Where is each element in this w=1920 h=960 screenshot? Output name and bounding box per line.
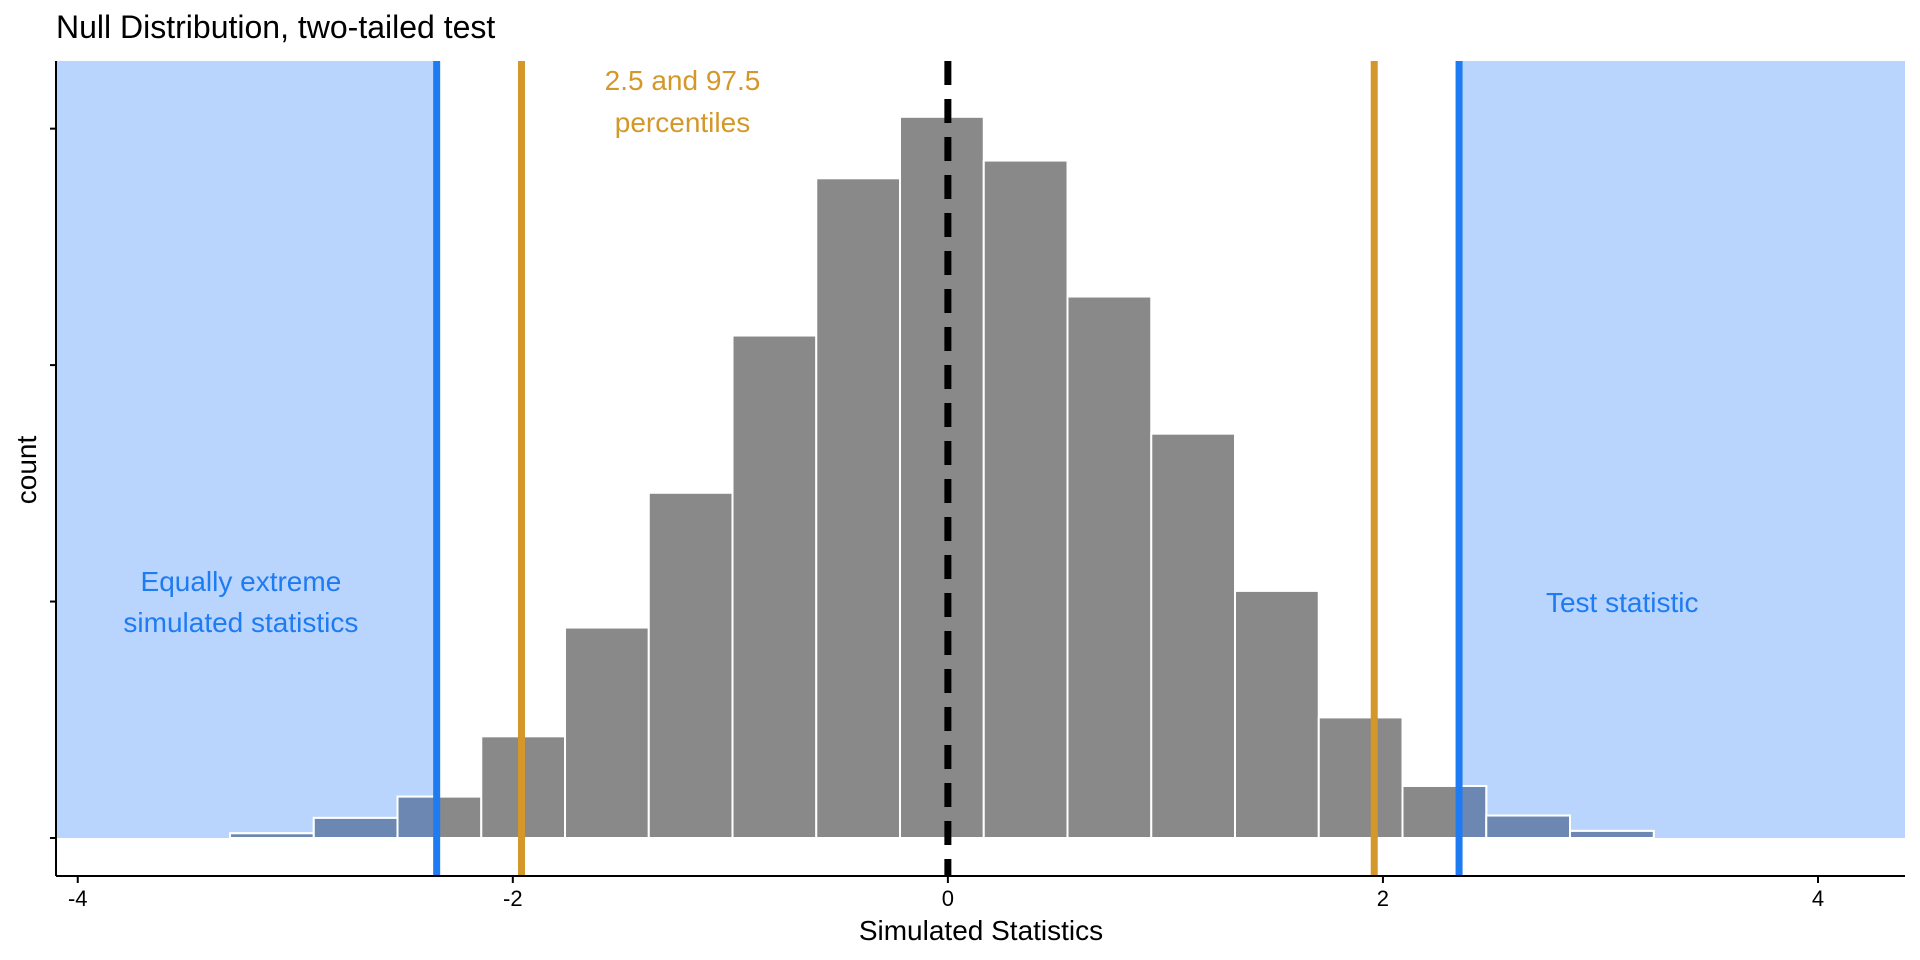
tail-bar-0-0 — [229, 832, 315, 840]
shaded-regions — [56, 61, 1905, 838]
annotation-line: Equally extreme — [141, 566, 342, 597]
y-axis-label: count — [11, 436, 42, 505]
annotation-1: Equally extreme simulated statistics — [123, 566, 358, 638]
x-axis-label: Simulated Statistics — [859, 915, 1103, 946]
histogram-bar-11 — [1150, 432, 1237, 839]
histogram-bar-7 — [815, 177, 902, 840]
axes: -4 -2 0 2 4 — [50, 61, 1905, 911]
histogram-bars — [229, 115, 1655, 840]
x-tick-label-1: -2 — [503, 886, 523, 911]
chart-title: Null Distribution, two-tailed test — [56, 9, 495, 45]
histogram-bar-5 — [647, 491, 734, 839]
x-tick-label-0: -4 — [68, 886, 88, 911]
annotations: 2.5 and 97.5 percentiles Equally extreme si… — [123, 65, 1698, 638]
annotation-0: 2.5 and 97.5 percentiles — [605, 65, 761, 138]
tail-bar-14-1 — [1458, 784, 1488, 840]
tail-bar-16-1 — [1569, 829, 1655, 839]
histogram-bar-6 — [731, 334, 818, 839]
histogram-bar-10 — [1066, 295, 1153, 839]
annotation-line: Test statistic — [1546, 587, 1698, 618]
annotation-line: simulated statistics — [123, 607, 358, 638]
histogram-bar-13 — [1317, 716, 1404, 839]
reference-lines — [433, 61, 1463, 876]
histogram-bar-4 — [564, 626, 650, 839]
x-tick-label-2: 0 — [942, 886, 954, 911]
tail-bars — [229, 784, 1655, 840]
tail-bar-15-1 — [1485, 814, 1572, 840]
tail-bar-2-0 — [396, 795, 438, 840]
shaded-region-1 — [1459, 61, 1905, 838]
annotation-line: percentiles — [615, 107, 750, 138]
tail-bar-1-0 — [312, 816, 399, 839]
annotation-line: 2.5 and 97.5 — [605, 65, 761, 96]
x-tick-label-3: 2 — [1377, 886, 1389, 911]
annotation-2: Test statistic — [1546, 587, 1698, 618]
x-tick-label-4: 4 — [1812, 886, 1824, 911]
histogram-bar-8 — [899, 115, 985, 840]
shaded-region-0 — [56, 61, 437, 838]
histogram-bar-9 — [982, 159, 1069, 840]
histogram-bar-12 — [1234, 589, 1320, 840]
